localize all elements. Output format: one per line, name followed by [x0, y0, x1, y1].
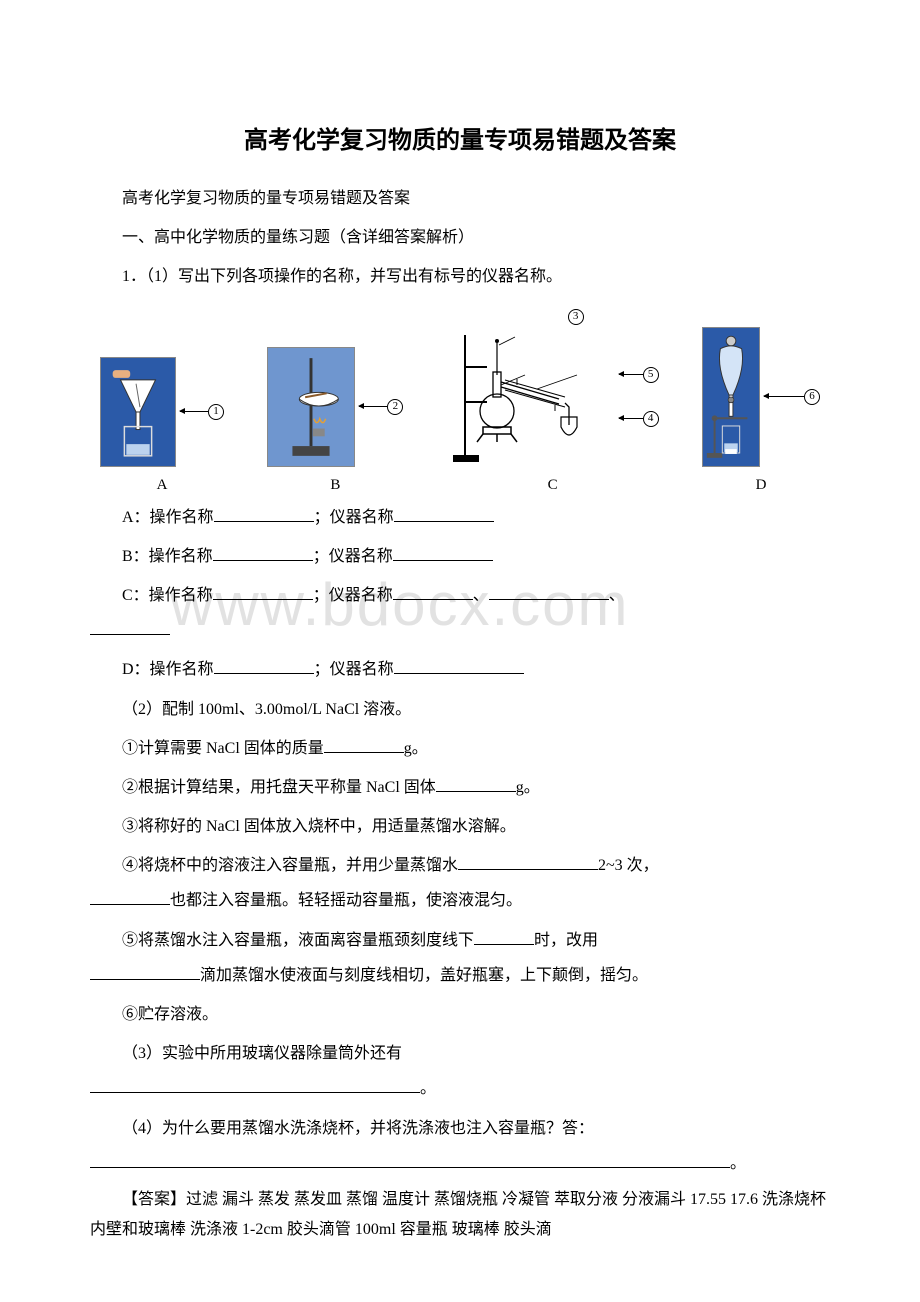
step-4a: ④将烧杯中的溶液注入容量瓶，并用少量蒸馏水: [122, 857, 458, 874]
blank: [436, 774, 516, 792]
line-a: A：操作名称 ；仪器名称: [90, 500, 830, 535]
blank: [394, 656, 524, 674]
blank: [393, 543, 493, 561]
figure-b-image: 2: [267, 347, 403, 467]
blank: [213, 582, 313, 600]
step-1: ①计算需要 NaCl 固体的质量 g。: [90, 731, 830, 766]
figure-b-box: [267, 347, 355, 467]
figure-d-image: 6: [702, 327, 820, 467]
circled-2: 2: [387, 399, 403, 415]
step-4b: 2~3 次，: [598, 857, 659, 874]
circled-1: 1: [208, 404, 224, 420]
figure-d-label: D: [756, 477, 767, 494]
line-d: D：操作名称 ；仪器名称: [90, 652, 830, 687]
figure-c-pointer-3: 3: [522, 309, 584, 325]
separating-funnel-icon: [703, 327, 759, 467]
q4-text: （4）为什么要用蒸馏水洗涤烧杯，并将洗涤液也注入容量瓶？答：: [122, 1120, 594, 1137]
question-3: （3）实验中所用玻璃仪器除量筒外还有。: [90, 1036, 830, 1106]
answer-block: 【答案】过滤 漏斗 蒸发 蒸发皿 蒸馏 温度计 蒸馏烧瓶 冷凝管 萃取分液 分液…: [90, 1185, 830, 1246]
blank: [214, 656, 314, 674]
circled-6: 6: [804, 389, 820, 405]
document-content: 高考化学复习物质的量专项易错题及答案 高考化学复习物质的量专项易错题及答案 一、…: [90, 120, 830, 1246]
figures-row: 1 A: [90, 309, 830, 494]
blank: [394, 504, 494, 522]
figure-d: 6 D: [702, 327, 820, 494]
funnel-icon: [101, 357, 175, 467]
step-5: ⑤将蒸馏水注入容量瓶，液面离容量瓶颈刻度线下 时，改用滴加蒸馏水使液面与刻度线相切…: [90, 923, 830, 993]
step-2-tail: g。: [516, 779, 540, 796]
page-title: 高考化学复习物质的量专项易错题及答案: [90, 120, 830, 155]
blank: [324, 735, 404, 753]
line-a-prefix: A：操作名称: [122, 509, 214, 526]
blank: [90, 1150, 730, 1168]
step-2: ②根据计算结果，用托盘天平称量 NaCl 固体 g。: [90, 770, 830, 805]
question-2-intro: （2）配制 100ml、3.00mol/L NaCl 溶液。: [90, 692, 830, 727]
distillation-apparatus: [447, 327, 617, 467]
blank: [90, 887, 170, 905]
step-5a: ⑤将蒸馏水注入容量瓶，液面离容量瓶颈刻度线下: [122, 932, 474, 949]
circled-5: 5: [643, 367, 659, 383]
blank: [474, 927, 534, 945]
step-5c: 滴加蒸馏水使液面与刻度线相切，盖好瓶塞，上下颠倒，摇匀。: [200, 967, 648, 984]
blank: [489, 582, 609, 600]
figure-a-image: 1: [100, 357, 224, 467]
figure-c-pointer-5: 5: [619, 367, 659, 383]
line-d-prefix: D：操作名称: [122, 661, 214, 678]
q3-tail: 。: [420, 1080, 436, 1097]
figure-c-pointer-4: 4: [619, 411, 659, 427]
section-heading: 一、高中化学物质的量练习题（含详细答案解析）: [90, 220, 830, 255]
step-1-tail: g。: [404, 740, 428, 757]
blank: [393, 582, 473, 600]
step-6: ⑥贮存溶液。: [90, 997, 830, 1032]
step-4c: 也都注入容量瓶。轻轻摇动容量瓶，使溶液混匀。: [170, 892, 522, 909]
figure-c-image: 3: [447, 309, 659, 467]
figure-d-pointer: 6: [764, 389, 820, 405]
blank: [458, 852, 598, 870]
figure-b-label: B: [330, 477, 340, 494]
line-c-prefix: C：操作名称: [122, 587, 213, 604]
figure-a-pointer: 1: [180, 404, 224, 420]
answer-body: 过滤 漏斗 蒸发 蒸发皿 蒸馏 温度计 蒸馏烧瓶 冷凝管 萃取分液 分液漏斗 1…: [90, 1191, 826, 1238]
figure-a-label: A: [157, 477, 168, 494]
figure-b-pointer: 2: [359, 399, 403, 415]
figure-d-box: [702, 327, 760, 467]
figure-b: 2 B: [267, 347, 403, 494]
step-2-text: ②根据计算结果，用托盘天平称量 NaCl 固体: [122, 779, 436, 796]
blank: [90, 962, 200, 980]
line-b: B：操作名称 ；仪器名称: [90, 539, 830, 574]
subtitle: 高考化学复习物质的量专项易错题及答案: [90, 181, 830, 216]
figure-c: 3: [447, 309, 659, 494]
step-3: ③将称好的 NaCl 固体放入烧杯中，用适量蒸馏水溶解。: [90, 809, 830, 844]
figure-a-box: [100, 357, 176, 467]
distillation-icon: [447, 327, 617, 467]
line-c: C：操作名称 ；仪器名称 、 、: [90, 578, 830, 648]
blank: [90, 617, 170, 635]
line-a-mid: ；仪器名称: [314, 509, 394, 526]
sep: 、: [473, 587, 489, 604]
q4-tail: 。: [730, 1155, 746, 1172]
line-c-mid: ；仪器名称: [313, 587, 393, 604]
blank: [213, 543, 313, 561]
circled-4: 4: [643, 411, 659, 427]
evaporation-icon: [268, 347, 354, 467]
line-d-mid: ；仪器名称: [314, 661, 394, 678]
step-5b: 时，改用: [534, 932, 598, 949]
answer-label: 【答案】: [122, 1191, 186, 1208]
blank: [214, 504, 314, 522]
blank: [90, 1075, 420, 1093]
sep: 、: [609, 587, 625, 604]
line-b-mid: ；仪器名称: [313, 548, 393, 565]
question-4: （4）为什么要用蒸馏水洗涤烧杯，并将洗涤液也注入容量瓶？答： 。: [90, 1111, 830, 1181]
figure-a: 1 A: [100, 357, 224, 494]
step-4: ④将烧杯中的溶液注入容量瓶，并用少量蒸馏水 2~3 次， 也都注入容量瓶。轻轻摇动容…: [90, 848, 830, 918]
step-1-text: ①计算需要 NaCl 固体的质量: [122, 740, 324, 757]
line-b-prefix: B：操作名称: [122, 548, 213, 565]
circled-3: 3: [568, 309, 584, 325]
q3-text: （3）实验中所用玻璃仪器除量筒外还有: [122, 1045, 402, 1062]
figure-c-label: C: [548, 477, 558, 494]
question-1-intro: 1．（1）写出下列各项操作的名称，并写出有标号的仪器名称。: [90, 259, 830, 294]
